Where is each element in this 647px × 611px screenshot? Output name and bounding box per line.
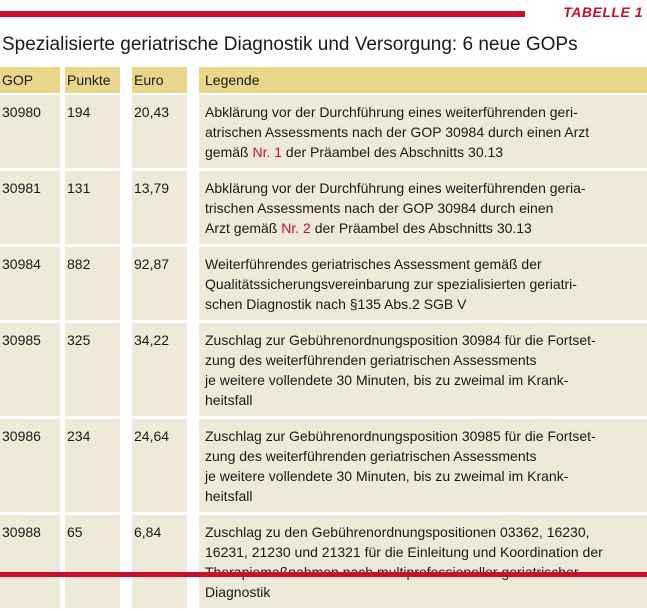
legende-line: heitsfall — [205, 488, 253, 504]
cell-gop: 30980 — [0, 95, 60, 171]
legende-text: der Präambel des Abschnitts 30.13 — [282, 144, 504, 160]
column-gap — [120, 323, 132, 419]
column-gap — [187, 419, 199, 515]
table-row: 30986 234 24,64 Zuschlag zur Gebührenord… — [0, 419, 647, 515]
column-gap — [60, 419, 65, 515]
cell-punkte: 131 — [65, 171, 120, 247]
legende-text: gemäß — [205, 144, 253, 160]
cell-euro: 13,79 — [132, 171, 187, 247]
column-gap — [60, 95, 65, 171]
column-gap — [120, 171, 132, 247]
cell-gop: 30985 — [0, 323, 60, 419]
cell-legende: Zuschlag zur Gebührenordnungsposition 30… — [199, 323, 647, 419]
cell-legende: Zuschlag zu den Gebührenordnungsposition… — [199, 515, 647, 611]
table-row: 30985 325 34,22 Zuschlag zur Gebührenord… — [0, 323, 647, 419]
table-row: 30981 131 13,79 Abklärung vor der Durchf… — [0, 171, 647, 247]
cell-legende: Abklärung vor der Durchführung eines wei… — [199, 171, 647, 247]
legende-line: 16231, 21230 und 21321 für die Einleitun… — [205, 544, 603, 560]
legende-line: Abklärung vor der Durchführung eines wei… — [205, 104, 578, 120]
legende-line: je weitere vollendete 30 Minuten, bis zu… — [205, 468, 569, 484]
cell-legende: Zuschlag zur Gebührenordnungsposition 30… — [199, 419, 647, 515]
legende-text: der Präambel des Abschnitts 30.13 — [310, 220, 532, 236]
bottom-red-rule — [0, 572, 647, 577]
column-gap — [187, 247, 199, 323]
cell-euro: 6,84 — [132, 515, 187, 611]
column-gap — [120, 247, 132, 323]
column-header-punkte: Punkte — [65, 67, 120, 95]
cell-punkte: 882 — [65, 247, 120, 323]
legende-line: zung des weiterführenden geriatrischen A… — [205, 448, 537, 464]
cell-punkte: 325 — [65, 323, 120, 419]
legende-line: heitsfall — [205, 392, 253, 408]
legende-line: trischen Assessments nach der GOP 30984 … — [205, 200, 554, 216]
legende-line: schen Diagnostik nach §135 Abs.2 SGB V — [205, 296, 467, 312]
legende-line: Zuschlag zu den Gebührenordnungsposition… — [205, 524, 590, 540]
legende-line: Diagnostik — [205, 584, 271, 600]
column-gap — [187, 515, 199, 611]
legende-line: Weiterführendes geriatrisches Assessment… — [205, 256, 542, 272]
column-gap — [60, 171, 65, 247]
column-gap — [120, 515, 132, 611]
legende-line: Zuschlag zur Gebührenordnungsposition 30… — [205, 332, 596, 348]
column-gap — [187, 171, 199, 247]
table-number-label: TABELLE 1 — [563, 4, 643, 20]
cell-euro: 20,43 — [132, 95, 187, 171]
legende-line: atrischen Assessments nach der GOP 30984… — [205, 124, 590, 140]
cell-gop: 30984 — [0, 247, 60, 323]
top-band: TABELLE 1 — [0, 0, 647, 32]
cell-euro: 24,64 — [132, 419, 187, 515]
column-header-legende: Legende — [199, 67, 647, 95]
column-gap — [120, 95, 132, 171]
cell-punkte: 234 — [65, 419, 120, 515]
column-gap — [187, 95, 199, 171]
gop-table: GOP Punkte Euro Legende 30980 194 20,43 … — [0, 67, 647, 611]
cell-gop: 30981 — [0, 171, 60, 247]
top-red-rule — [0, 11, 525, 17]
column-gap — [187, 323, 199, 419]
column-header-euro: Euro — [132, 67, 187, 95]
reference-nr-2: Nr. 2 — [281, 220, 311, 236]
cell-gop: 30988 — [0, 515, 60, 611]
page-title: Spezialisierte geriatrische Diagnostik u… — [2, 34, 578, 55]
legende-line: Abklärung vor der Durchführung eines wei… — [205, 180, 586, 196]
column-gap — [60, 323, 65, 419]
cell-gop: 30986 — [0, 419, 60, 515]
reference-nr-1: Nr. 1 — [252, 144, 283, 160]
legende-line: Zuschlag zur Gebührenordnungsposition 30… — [205, 428, 596, 444]
table-row: 30980 194 20,43 Abklärung vor der Durchf… — [0, 95, 647, 171]
legende-line: je weitere vollendete 30 Minuten, bis zu… — [205, 372, 569, 388]
cell-punkte: 65 — [65, 515, 120, 611]
legende-text: Arzt gemäß — [205, 220, 282, 236]
cell-legende: Weiterführendes geriatrisches Assessment… — [199, 247, 647, 323]
table-row: 30984 882 92,87 Weiterführendes geriatri… — [0, 247, 647, 323]
column-gap — [120, 67, 132, 95]
cell-euro: 92,87 — [132, 247, 187, 323]
cell-punkte: 194 — [65, 95, 120, 171]
legende-line: Qualitätssicherungsvereinbarung zur spez… — [205, 276, 577, 292]
column-gap — [187, 67, 199, 95]
cell-euro: 34,22 — [132, 323, 187, 419]
table-header-row: GOP Punkte Euro Legende — [0, 67, 647, 95]
cell-legende: Abklärung vor der Durchführung eines wei… — [199, 95, 647, 171]
legende-line: zung des weiterführenden geriatrischen A… — [205, 352, 537, 368]
column-header-gop: GOP — [0, 67, 60, 95]
column-gap — [60, 247, 65, 323]
table-row: 30988 65 6,84 Zuschlag zu den Gebührenor… — [0, 515, 647, 611]
column-gap — [60, 67, 65, 95]
column-gap — [120, 419, 132, 515]
